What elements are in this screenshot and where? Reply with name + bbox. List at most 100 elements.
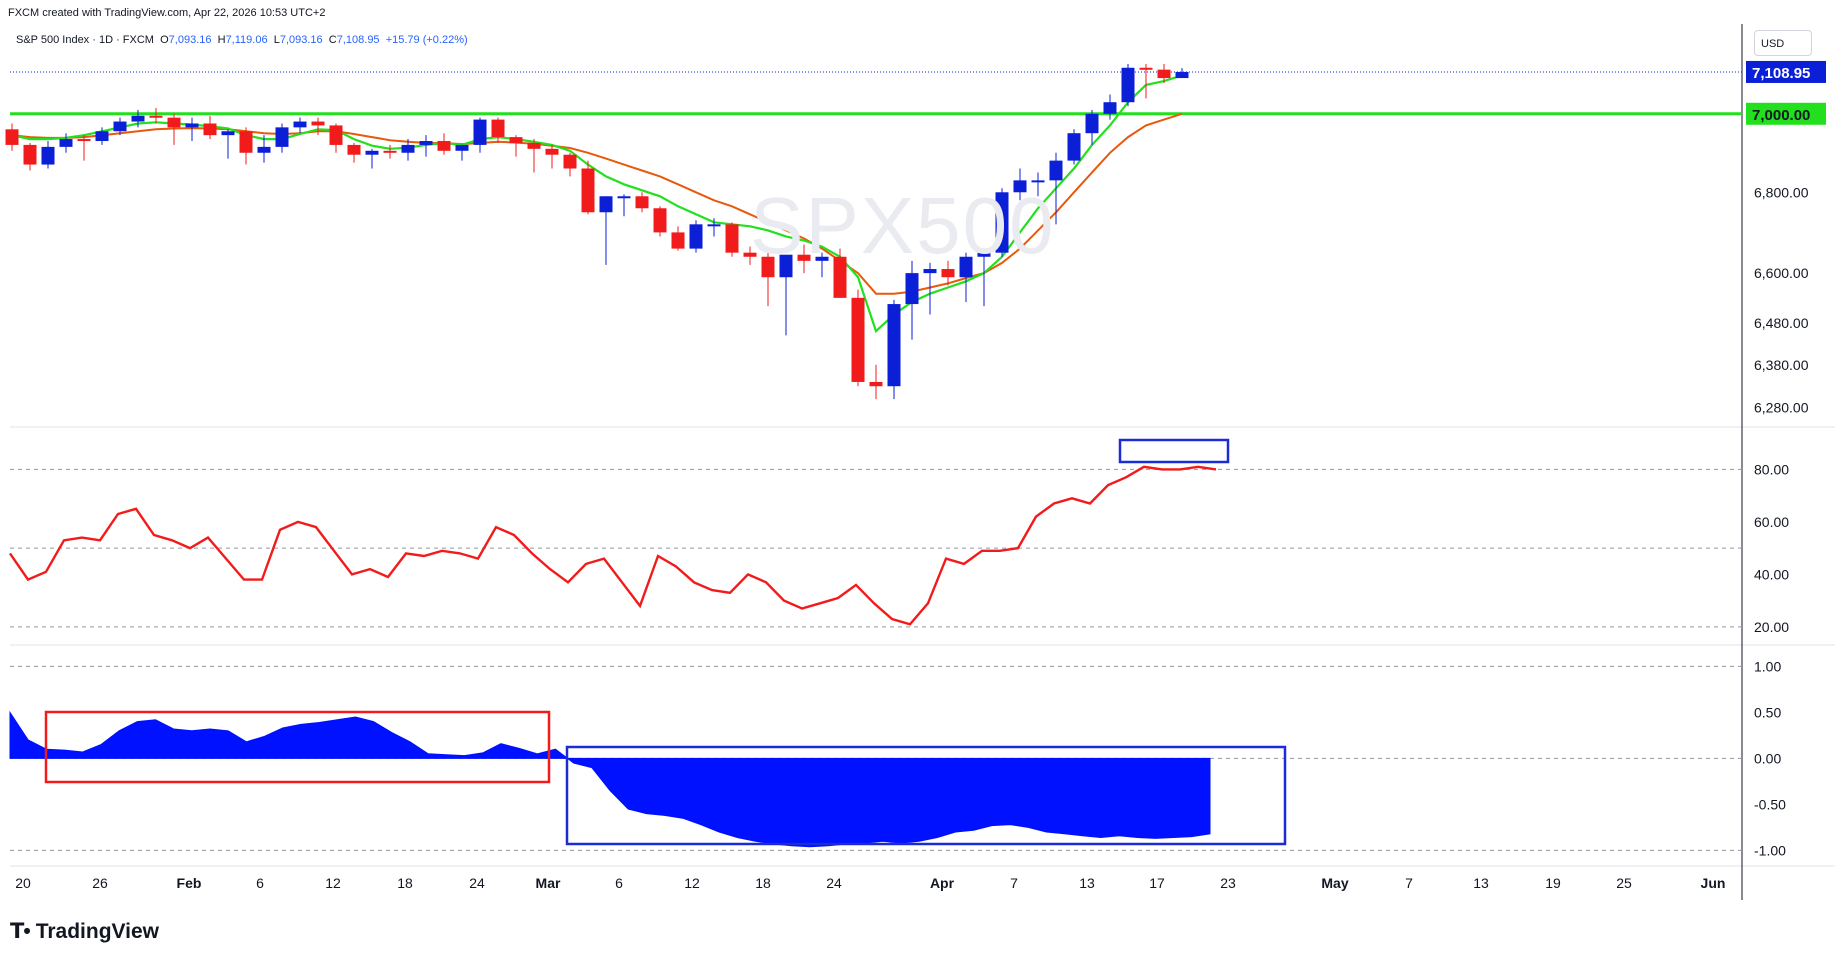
time-axis-label: 7 [1010,875,1018,891]
candle-body [635,196,649,209]
candle-body [185,123,199,128]
candle-body [1067,133,1081,161]
time-axis-label: 17 [1149,875,1165,891]
tradingview-mark-icon: 𝗧• [10,920,31,943]
candle-body [59,139,73,147]
price-axis-label: 6,480.00 [1754,315,1809,331]
low-value: 7,093.16 [279,34,323,46]
time-axis-label: 6 [256,875,264,891]
price-axis-label: 6,280.00 [1754,400,1809,416]
time-axis-label: 23 [1220,875,1236,891]
time-axis-label: Apr [930,875,955,891]
candle-body [1085,113,1099,134]
time-axis-label: Jun [1701,875,1726,891]
candle-body [1013,180,1027,193]
candle-body [653,208,667,233]
candle-body [977,252,991,257]
candle-body [995,192,1009,253]
candle-body [455,144,469,151]
candle-body [347,144,361,155]
candle-body [1103,102,1117,114]
candle-body [149,115,163,118]
candle-body [41,146,55,165]
close-value: 7,108.95 [336,34,380,46]
candle-body [1175,71,1189,79]
tradingview-logo[interactable]: 𝗧• TradingView [10,919,159,944]
candle-body [401,144,415,153]
candle-body [329,125,343,145]
candle-body [365,150,379,155]
lower-axis-label: -1.00 [1754,842,1786,858]
time-axis-label: 18 [755,875,771,891]
candle-body [725,224,739,253]
oscillator-axis-label: 60.00 [1754,514,1789,530]
time-axis-label: Mar [536,875,561,891]
open-label: O [160,34,169,46]
brand-name: TradingView [35,919,160,943]
symbol-name[interactable]: S&P 500 Index · 1D · FXCM [16,34,154,46]
oscillator-axis-label: 40.00 [1754,566,1789,582]
time-axis-label: 12 [325,875,341,891]
candle-body [95,131,109,142]
candle-body [419,141,433,145]
candle-body [437,141,451,151]
candle-body [1139,67,1153,70]
candle-body [257,146,271,153]
level-price-tag [1746,102,1826,125]
candle-body [509,137,523,143]
lower-axis-label: 1.00 [1754,658,1781,674]
high-value: 7,119.06 [225,34,268,46]
candle-body [743,252,757,257]
time-axis-label: 24 [826,875,842,891]
candle-body [941,269,955,278]
candle-body [959,256,973,278]
candle-body [851,297,865,382]
lower-axis-label: 0.00 [1754,750,1781,766]
candle-body [779,254,793,278]
candle-body [707,224,721,227]
candle-body [599,196,613,213]
candle-body [797,254,811,261]
time-axis-label: 26 [92,875,108,891]
price-axis-label: 6,380.00 [1754,357,1809,373]
close-label: C [328,34,337,46]
change-value: +15.79 (+0.22%) [385,34,468,46]
high-label: H [217,34,226,46]
candle-body [113,121,127,132]
time-axis-label: 12 [684,875,700,891]
current-price-tag-label: 7,108.95 [1752,65,1810,82]
lower-axis-label: -0.50 [1754,796,1786,812]
ohlc-legend: S&P 500 Index · 1D · FXCM O7,093.16 H7,1… [16,34,468,46]
candle-body [617,196,631,199]
currency-button[interactable]: USD [1754,30,1812,56]
time-axis-label: 7 [1405,875,1413,891]
positive-zone-highlight-box [44,710,551,784]
candle-body [905,273,919,305]
time-axis-label: 24 [469,875,485,891]
level-price-tag-label: 7,000.00 [1752,107,1810,124]
candle-body [203,123,217,136]
candle-body [581,168,595,213]
candle-body [293,121,307,128]
oscillator-axis-label: 80.00 [1754,461,1789,477]
candle-body [23,144,37,165]
time-axis-label: 13 [1473,875,1489,891]
candle-body [833,256,847,298]
overbought-highlight-box [1118,438,1230,464]
candle-body [689,224,703,249]
lower-axis-label: 0.50 [1754,704,1781,720]
lower-area [9,710,1211,848]
candle-body [869,381,883,387]
candle-body [491,119,505,138]
time-axis-label: 13 [1079,875,1095,891]
candle-body [527,142,541,149]
candle-body [671,232,685,249]
chart-credit: FXCM created with TradingView.com, Apr 2… [8,7,326,19]
candle-body [815,256,829,261]
candle-body [239,131,253,153]
candle-body [221,131,235,136]
candle-body [1031,180,1045,183]
candle-body [311,121,325,126]
price-axis-label: 6,800.00 [1754,184,1809,200]
